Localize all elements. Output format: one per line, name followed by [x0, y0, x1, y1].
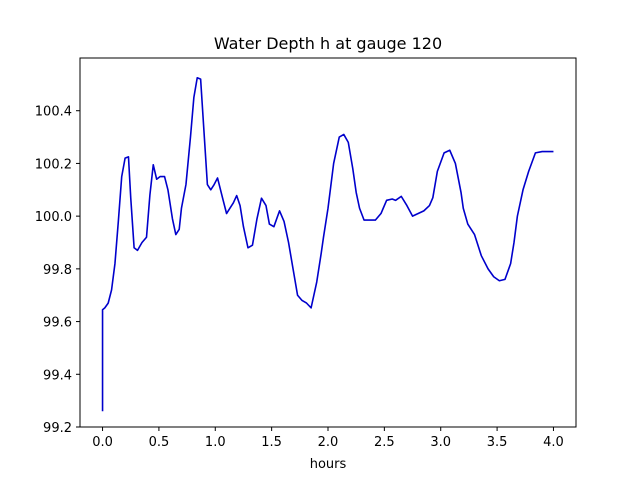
x-tick-label: 3.0 — [430, 435, 451, 450]
x-tick-label: 2.0 — [318, 435, 339, 450]
x-tick-label: 0.5 — [149, 435, 170, 450]
chart-title: Water Depth h at gauge 120 — [214, 34, 442, 53]
x-tick-label: 4.0 — [543, 435, 564, 450]
x-tick-label: 3.5 — [487, 435, 508, 450]
y-tick-label: 99.6 — [43, 316, 72, 331]
x-tick-label: 2.5 — [374, 435, 395, 450]
y-tick-label: 99.2 — [43, 421, 72, 436]
x-tick-label: 1.0 — [205, 435, 226, 450]
x-tick-label: 1.5 — [261, 435, 282, 450]
y-tick-label: 100.0 — [35, 210, 72, 225]
y-tick-label: 100.4 — [35, 105, 72, 120]
x-axis-label: hours — [310, 457, 347, 472]
y-tick-label: 99.8 — [43, 263, 72, 278]
x-tick-label: 0.0 — [92, 435, 113, 450]
y-tick-label: 100.2 — [35, 157, 72, 172]
y-tick-label: 99.4 — [43, 368, 72, 383]
